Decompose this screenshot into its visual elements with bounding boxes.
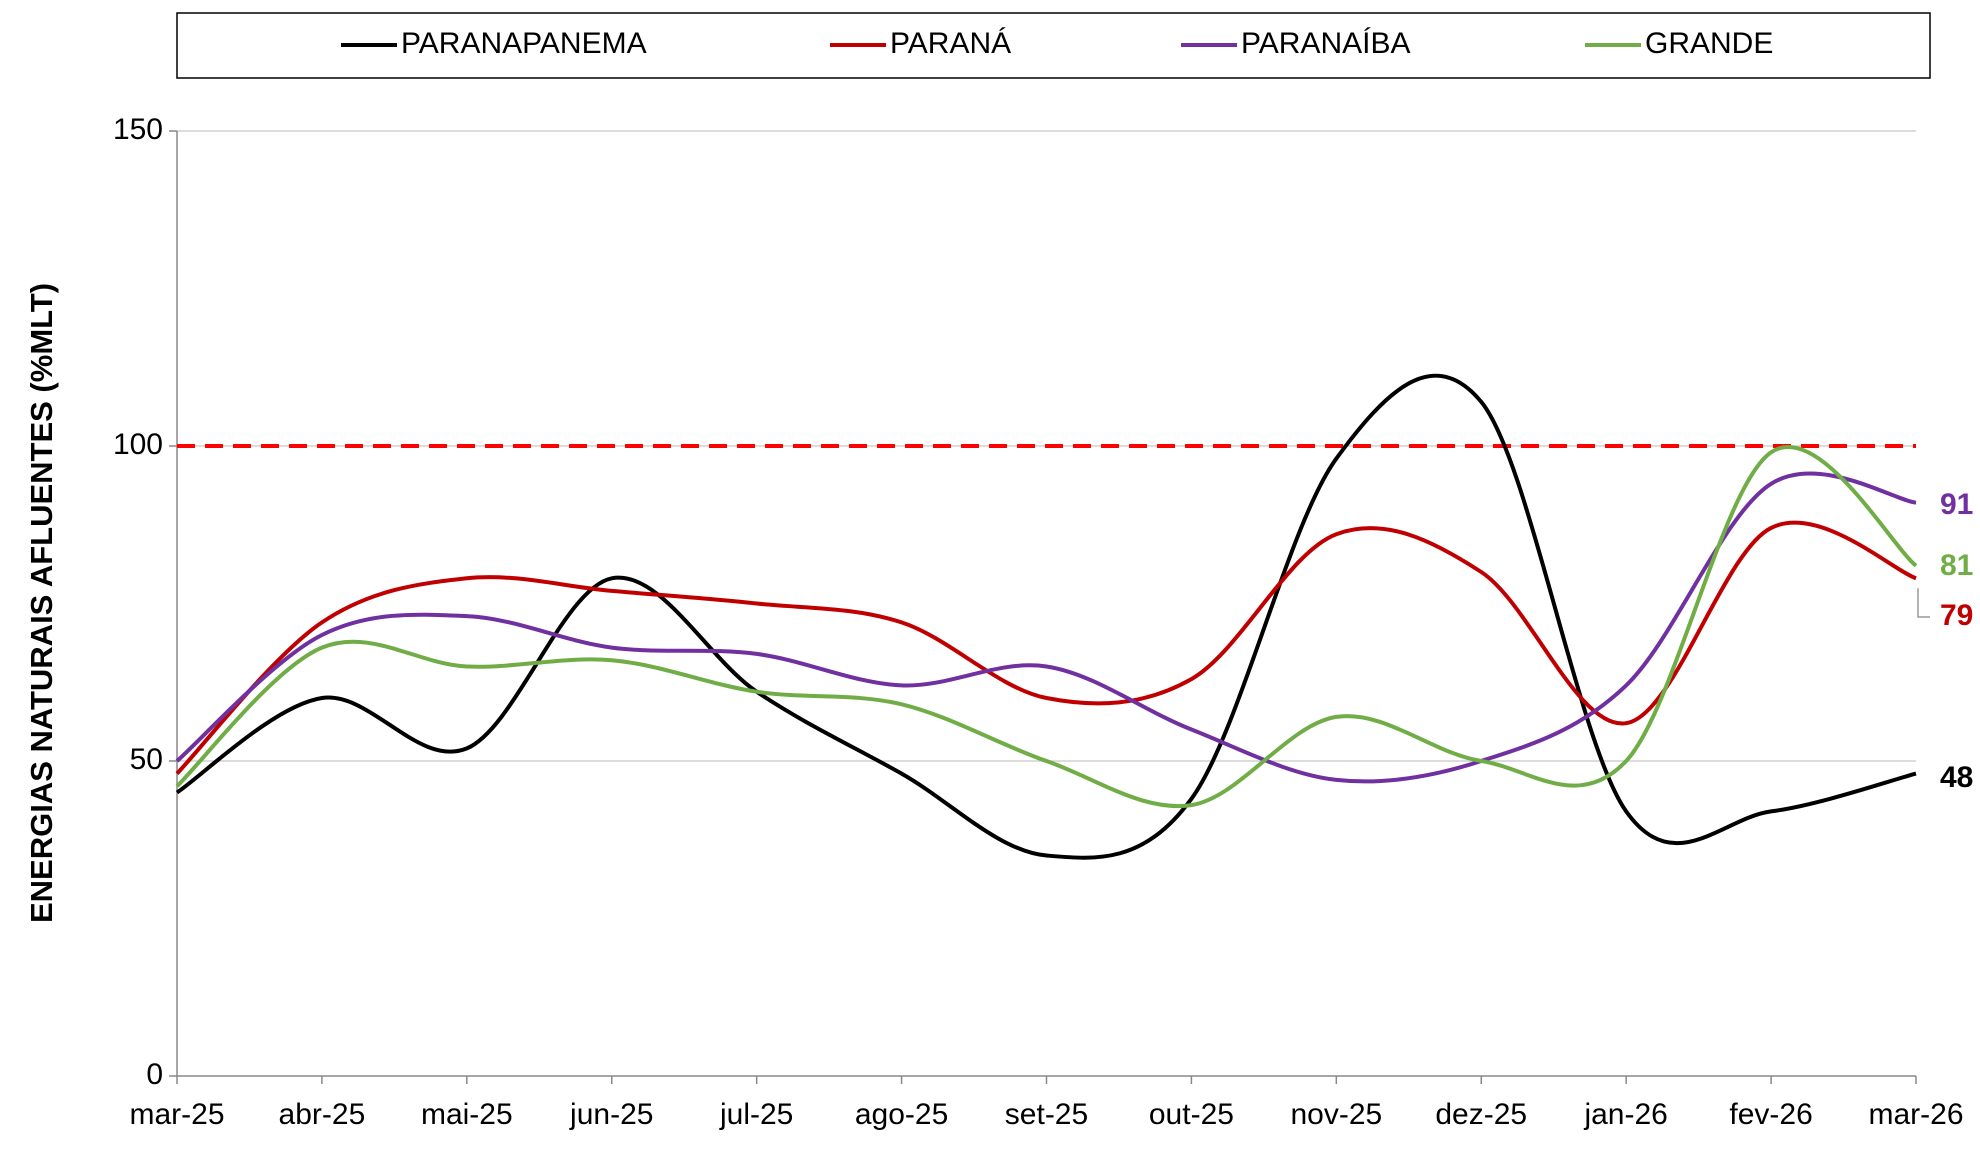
series-line bbox=[175, 471, 1917, 784]
series-line bbox=[175, 373, 1917, 860]
leader-line bbox=[1917, 588, 1930, 618]
legend-label: PARANAÍBA bbox=[1241, 27, 1411, 60]
x-tick-label: jun-25 bbox=[569, 1098, 653, 1131]
y-axis-title: ENERGIAS NATURAIS AFLUENTES (%MLT) bbox=[24, 283, 59, 923]
x-tick-label: set-25 bbox=[1005, 1098, 1088, 1131]
x-tick-label: mai-25 bbox=[421, 1098, 513, 1131]
end-value-label: 91 bbox=[1940, 488, 1973, 521]
x-tick-label: dez-25 bbox=[1435, 1098, 1527, 1131]
x-tick-label: fev-26 bbox=[1729, 1098, 1812, 1131]
x-tick-label: nov-25 bbox=[1290, 1098, 1382, 1131]
end-value-label: 48 bbox=[1940, 761, 1973, 794]
x-tick-label: jan-26 bbox=[1583, 1098, 1667, 1131]
y-tick-label: 150 bbox=[113, 113, 163, 146]
x-tick-label: abr-25 bbox=[279, 1098, 366, 1131]
x-tick-label: out-25 bbox=[1149, 1098, 1234, 1131]
legend-label: PARANÁ bbox=[890, 27, 1011, 60]
series-line bbox=[175, 520, 1917, 775]
y-tick-label: 50 bbox=[130, 743, 163, 776]
x-tick-label: ago-25 bbox=[855, 1098, 948, 1131]
y-tick-label: 0 bbox=[146, 1058, 163, 1091]
x-tick-label: mar-25 bbox=[129, 1098, 224, 1131]
legend-label: PARANAPANEMA bbox=[401, 27, 647, 60]
x-tick-label: jul-25 bbox=[719, 1098, 793, 1131]
series-line bbox=[175, 445, 1918, 809]
x-tick-label: mar-26 bbox=[1868, 1098, 1963, 1131]
end-value-label: 79 bbox=[1940, 599, 1973, 632]
legend-label: GRANDE bbox=[1645, 27, 1773, 60]
end-value-label: 81 bbox=[1940, 549, 1973, 582]
y-tick-label: 100 bbox=[113, 428, 163, 461]
